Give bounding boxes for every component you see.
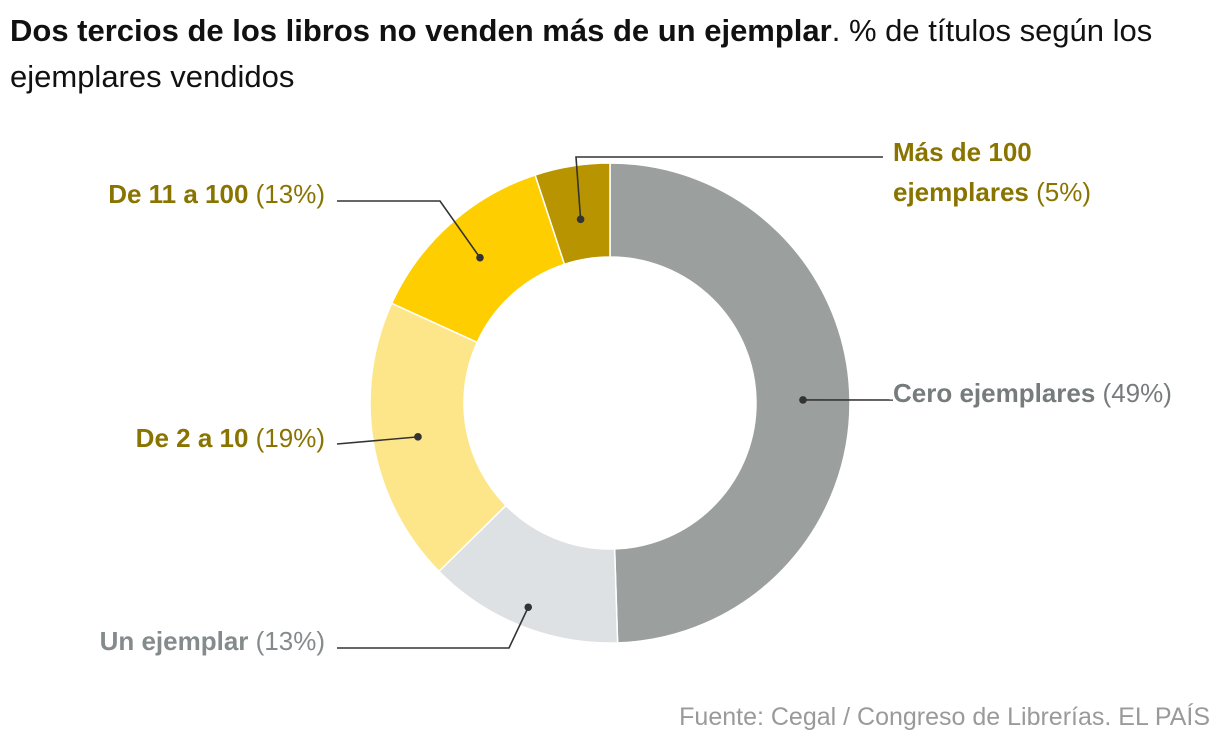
label-name-mas-de-100-ejemplares: ejemplares (893, 177, 1029, 207)
leader-de-11-a-100 (337, 200, 481, 259)
donut-chart: Cero ejemplares (49%)Un ejemplar (13%)De… (100, 137, 1172, 656)
slice-labels: Cero ejemplares (49%)Un ejemplar (13%)De… (100, 137, 1172, 656)
label-value-mas-de-100-ejemplares: (5%) (1029, 177, 1091, 207)
label-value-cero-ejemplares: (49%) (1095, 378, 1172, 408)
leader-de-2-a-10 (336, 436, 419, 445)
label-de-2-a-10: De 2 a 10 (19%) (136, 423, 325, 453)
source-note: Fuente: Cegal / Congreso de Librerías. E… (679, 703, 1210, 731)
label-value-de-11-a-100: (13%) (248, 179, 325, 209)
leader-dot-mas-de-100-ejemplares (576, 215, 585, 224)
label-mas-de-100-ejemplares: Más de 100 ejemplares (5%) (893, 137, 1091, 207)
leader-dot-un-ejemplar (524, 603, 533, 612)
title-bold: Dos tercios de los libros no venden más … (10, 13, 832, 48)
leader-mas-de-100-ejemplares (575, 156, 883, 220)
label-value-un-ejemplar: (13%) (248, 626, 325, 656)
leader-lines (336, 156, 894, 649)
chart-title: Dos tercios de los libros no venden más … (10, 8, 1215, 100)
label-name-de-2-a-10: De 2 a 10 (136, 423, 249, 453)
slice-de-2-a-10 (369, 302, 508, 573)
label-name-cero-ejemplares: Cero ejemplares (893, 378, 1095, 408)
leader-un-ejemplar (337, 606, 529, 649)
label-de-11-a-100: De 11 a 100 (13%) (108, 179, 325, 209)
leader-dot-de-2-a-10 (414, 433, 422, 441)
title-separator: . (831, 13, 841, 48)
slice-cero-ejemplares (609, 162, 851, 644)
chart-subtitle: % de títulos según los ejemplares vendid… (10, 13, 1153, 94)
label-name-mas-de-100-ejemplares: Más de 100 (893, 137, 1032, 167)
slice-mas-de-100-ejemplares (534, 162, 611, 266)
leader-dot-de-11-a-100 (476, 253, 484, 262)
label-cero-ejemplares: Cero ejemplares (49%) (893, 378, 1172, 408)
donut-slices (369, 162, 851, 644)
leader-dot-cero-ejemplares (799, 396, 807, 404)
label-name-de-11-a-100: De 11 a 100 (108, 179, 248, 209)
label-value-de-2-a-10: (19%) (248, 423, 325, 453)
label-name-un-ejemplar: Un ejemplar (100, 626, 249, 656)
label-un-ejemplar: Un ejemplar (13%) (100, 626, 325, 656)
